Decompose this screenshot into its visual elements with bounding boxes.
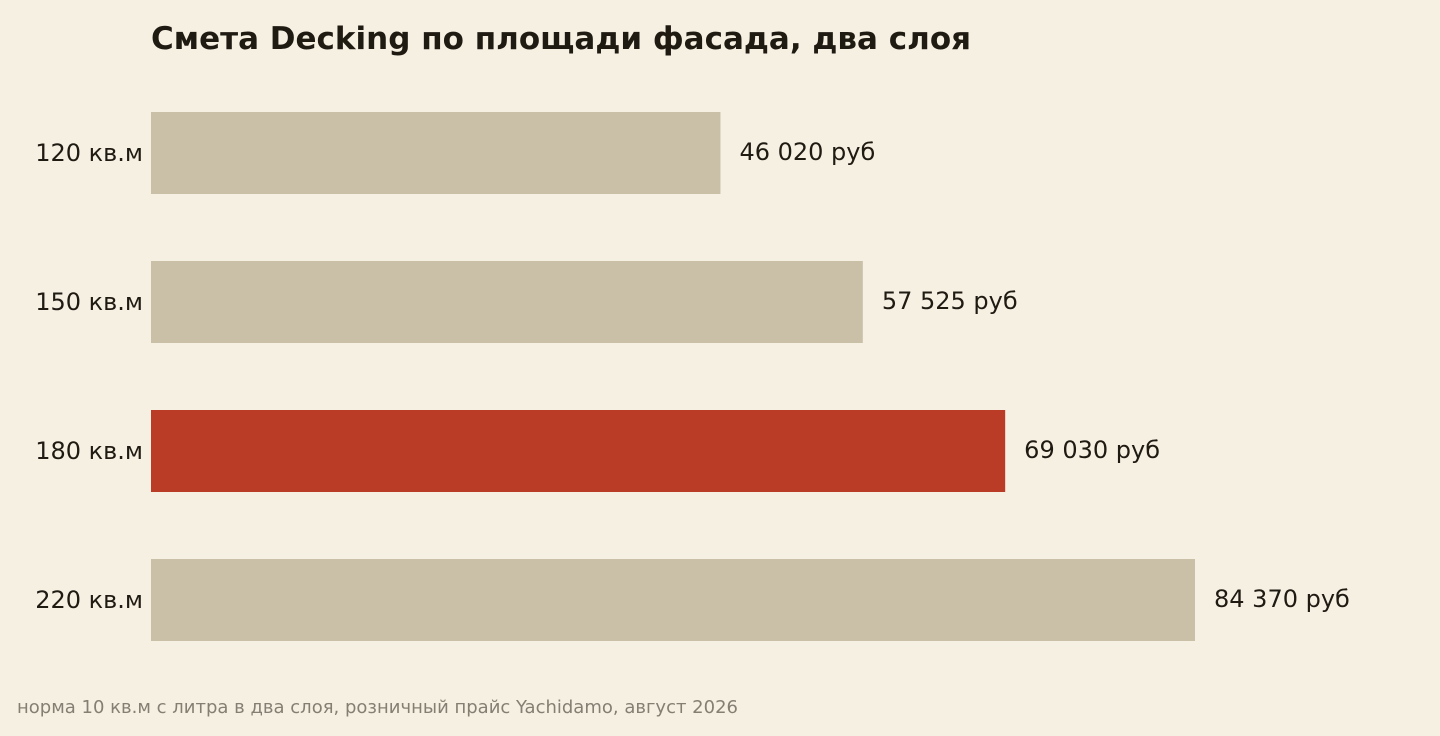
category-label: 150 кв.м	[35, 288, 143, 316]
bar	[151, 261, 863, 343]
category-label: 180 кв.м	[35, 437, 143, 465]
chart-footnote: норма 10 кв.м с литра в два слоя, рознич…	[17, 697, 738, 718]
value-label: 84 370 руб	[1214, 585, 1350, 613]
bar-highlighted	[151, 410, 1006, 492]
value-label: 46 020 руб	[739, 138, 875, 166]
value-label: 57 525 руб	[882, 287, 1018, 315]
category-label: 120 кв.м	[35, 139, 143, 167]
chart-title: Смета Decking по площади фасада, два сло…	[151, 21, 972, 57]
bar	[151, 559, 1195, 641]
category-label: 220 кв.м	[35, 586, 143, 614]
bar	[151, 112, 721, 194]
value-label: 69 030 руб	[1024, 436, 1160, 464]
